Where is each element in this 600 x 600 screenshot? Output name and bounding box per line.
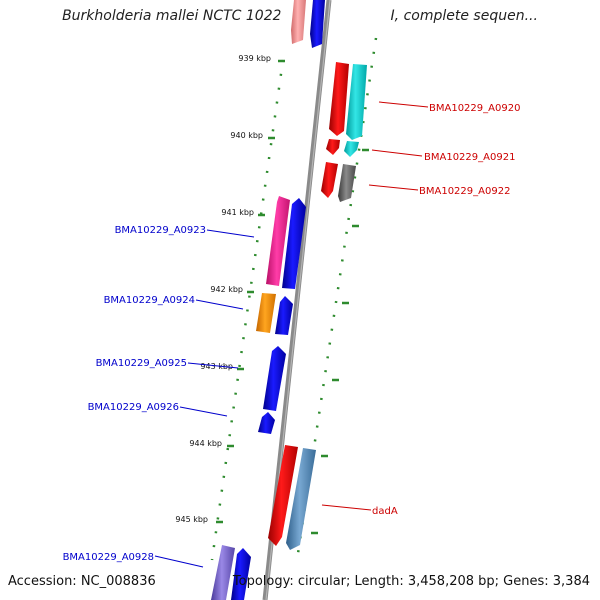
- tick-label-945: 945 kbp: [175, 515, 208, 524]
- leader-BMA10229_A0926: [179, 406, 228, 417]
- gene-BMA10229_A0923-blue[interactable]: [282, 198, 306, 289]
- tick-marks: [216, 59, 285, 524]
- gene-label-BMA10229_A0921[interactable]: BMA10229_A0921: [424, 152, 515, 163]
- leader-BMA10229_A0923: [206, 229, 255, 238]
- outer-tick-marks: [311, 148, 369, 535]
- gene-BMA10229_A0923-pink[interactable]: [266, 196, 290, 286]
- leader-dadA: [321, 504, 372, 511]
- gene-label-BMA10229_A0922[interactable]: BMA10229_A0922: [419, 186, 510, 197]
- map-background-band: [200, 0, 388, 600]
- gene-label-BMA10229_A0923[interactable]: BMA10229_A0923: [115, 225, 206, 236]
- gene-BMA10229_A0928-blue[interactable]: [231, 548, 251, 600]
- tick-label-944: 944 kbp: [189, 439, 222, 448]
- tick-label-940: 940 kbp: [230, 131, 263, 140]
- leader-BMA10229_A0925: [187, 362, 239, 369]
- tick-label-939: 939 kbp: [238, 54, 271, 63]
- leader-BMA10229_A0924: [195, 299, 244, 310]
- leader-BMA10229_A0922: [368, 184, 419, 191]
- gene-label-BMA10229_A0920[interactable]: BMA10229_A0920: [429, 103, 520, 114]
- gene-partial-top-salmon[interactable]: [291, 0, 306, 44]
- gene-BMA10229_A0922-red[interactable]: [321, 162, 338, 198]
- leader-BMA10229_A0928: [154, 555, 204, 568]
- gene-BMA10229_A0921-cyan[interactable]: [344, 141, 359, 157]
- gene-label-BMA10229_A0928[interactable]: BMA10229_A0928: [63, 552, 154, 563]
- gene-label-BMA10229_A0924[interactable]: BMA10229_A0924: [104, 295, 195, 306]
- gene-BMA10229_A0920-red[interactable]: [329, 62, 349, 136]
- leader-BMA10229_A0920: [378, 101, 429, 108]
- gene-label-dadA[interactable]: dadA: [372, 506, 398, 517]
- gene-BMA10229_A0920-cyan[interactable]: [346, 64, 367, 140]
- gene-dadA-steel[interactable]: [286, 448, 316, 550]
- inner-guide-dots: [210, 59, 285, 561]
- gene-BMA10229_A0921-red[interactable]: [326, 139, 340, 155]
- tick-label-943: 943 kbp: [200, 362, 233, 371]
- gene-BMA10229_A0924-orange[interactable]: [256, 293, 276, 333]
- tick-label-942: 942 kbp: [210, 285, 243, 294]
- topology-summary-text: Topology: circular; Length: 3,458,208 bp…: [232, 574, 590, 589]
- gene-label-BMA10229_A0926[interactable]: BMA10229_A0926: [88, 402, 179, 413]
- gene-label-BMA10229_A0925[interactable]: BMA10229_A0925: [96, 358, 187, 369]
- gene-BMA10229_A0926-blue[interactable]: [258, 412, 275, 434]
- tick-label-941: 941 kbp: [221, 208, 254, 217]
- gene-partial-top-blue[interactable]: [310, 0, 325, 48]
- accession-text: Accession: NC_008836: [8, 574, 156, 589]
- gene-BMA10229_A0925-blue[interactable]: [263, 346, 286, 411]
- gene-BMA10229_A0928-purple[interactable]: [211, 545, 235, 600]
- leader-BMA10229_A0921: [371, 149, 423, 157]
- gene-BMA10229_A0924-blue[interactable]: [275, 296, 293, 335]
- gene-dadA-red[interactable]: [268, 445, 298, 546]
- gene-BMA10229_A0922-grey[interactable]: [338, 164, 356, 202]
